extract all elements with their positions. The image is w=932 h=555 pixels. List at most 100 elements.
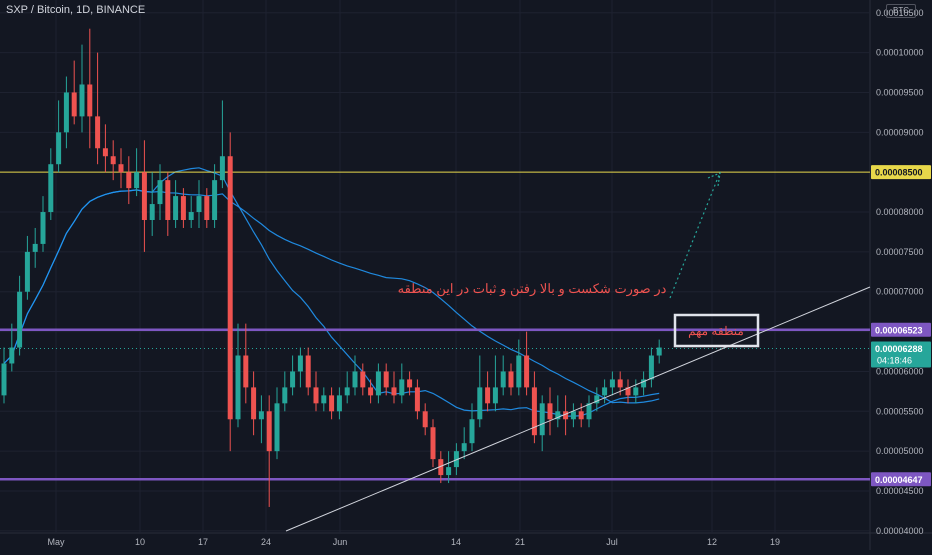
candle-up[interactable] — [235, 355, 241, 420]
candle-down[interactable] — [531, 387, 537, 436]
candle-up[interactable] — [56, 132, 62, 165]
candle-up[interactable] — [196, 196, 202, 213]
candle-down[interactable] — [243, 355, 249, 388]
candle-down[interactable] — [118, 164, 124, 173]
candle-down[interactable] — [407, 379, 413, 388]
candle-up[interactable] — [274, 403, 280, 452]
candle-up[interactable] — [461, 443, 467, 452]
candle-up[interactable] — [492, 387, 498, 404]
candle-up[interactable] — [633, 387, 639, 396]
candle-down[interactable] — [329, 395, 335, 412]
candle-up[interactable] — [453, 451, 459, 468]
candle-down[interactable] — [102, 148, 108, 157]
candle-down[interactable] — [204, 196, 210, 220]
candle-down[interactable] — [180, 196, 186, 220]
candle-down[interactable] — [95, 116, 101, 149]
candle-up[interactable] — [79, 84, 85, 117]
candle-up[interactable] — [399, 379, 405, 396]
important-zone-box[interactable] — [673, 313, 760, 348]
ascending-trendline[interactable] — [285, 286, 871, 532]
candle-down[interactable] — [617, 379, 623, 388]
candle-up[interactable] — [648, 355, 654, 380]
candle-up[interactable] — [32, 243, 38, 252]
candle-up[interactable] — [212, 180, 218, 220]
candle-up[interactable] — [219, 156, 225, 181]
candle-down[interactable] — [578, 411, 584, 420]
level-badge-target — [871, 165, 931, 180]
candle-down[interactable] — [165, 180, 171, 220]
candle-down[interactable] — [227, 156, 233, 420]
candle-up[interactable] — [609, 379, 615, 388]
candle-up[interactable] — [134, 172, 140, 189]
candle-up[interactable] — [555, 411, 561, 420]
candle-down[interactable] — [266, 411, 272, 452]
candle-up[interactable] — [602, 387, 608, 396]
candle-up[interactable] — [352, 371, 358, 388]
currency-badge[interactable]: BTC — [886, 4, 916, 18]
candle-up[interactable] — [40, 212, 46, 244]
candle-up[interactable] — [290, 371, 296, 388]
candle-up[interactable] — [656, 347, 662, 356]
candle-up[interactable] — [344, 387, 350, 396]
candle-up[interactable] — [48, 164, 54, 213]
candle-down[interactable] — [485, 387, 491, 404]
candle-down[interactable] — [141, 172, 147, 220]
candle-up[interactable] — [539, 403, 545, 436]
candle-up[interactable] — [157, 180, 163, 205]
candle-down[interactable] — [524, 355, 530, 388]
candle-up[interactable] — [173, 196, 179, 220]
drawings-layer[interactable]: منطقه مهم در صورت شکست و بالا رفتن و ثبا… — [285, 172, 871, 532]
candle-up[interactable] — [375, 371, 381, 396]
candle-down[interactable] — [547, 403, 553, 420]
candle-up[interactable] — [336, 395, 342, 412]
candle-up[interactable] — [469, 419, 475, 444]
breakout-annotation[interactable]: در صورت شکست و بالا رفتن و ثبات در این م… — [398, 281, 667, 297]
candle-down[interactable] — [391, 387, 397, 396]
candle-up[interactable] — [516, 355, 522, 388]
candle-up[interactable] — [594, 395, 600, 404]
last-price-badge — [871, 341, 931, 368]
candle-up[interactable] — [149, 204, 155, 220]
candle-up[interactable] — [297, 355, 303, 372]
candle-up[interactable] — [641, 379, 647, 388]
candle-up[interactable] — [9, 347, 15, 364]
candle-down[interactable] — [563, 411, 569, 420]
candle-up[interactable] — [321, 395, 327, 404]
candle-down[interactable] — [414, 387, 420, 412]
candle-up[interactable] — [586, 403, 592, 420]
candle-down[interactable] — [305, 355, 311, 388]
candle-down[interactable] — [110, 156, 116, 165]
price-tick-label: 0.00009000 — [876, 127, 924, 137]
candle-down[interactable] — [313, 387, 319, 404]
candle-down[interactable] — [508, 371, 514, 388]
candle-down[interactable] — [368, 387, 374, 396]
candle-down[interactable] — [71, 92, 77, 117]
candle-up[interactable] — [188, 212, 194, 220]
candle-down[interactable] — [87, 84, 93, 117]
candles-layer[interactable] — [1, 28, 662, 507]
level-badge-label: 0.00004647 — [875, 475, 923, 485]
time-tick-label: 24 — [261, 537, 271, 547]
candle-up[interactable] — [63, 92, 69, 133]
time-axis[interactable]: May 10 17 24 Jun 14 21 Jul 12 19 — [47, 537, 780, 547]
candle-down[interactable] — [422, 411, 428, 428]
candle-up[interactable] — [24, 251, 30, 292]
candle-up[interactable] — [446, 467, 452, 476]
candle-down[interactable] — [383, 371, 389, 388]
candle-down[interactable] — [251, 387, 257, 420]
candle-down[interactable] — [430, 427, 436, 460]
candle-up[interactable] — [1, 363, 7, 396]
candle-up[interactable] — [570, 411, 576, 420]
candle-down[interactable] — [360, 371, 366, 388]
projection-dotted-line[interactable] — [669, 174, 720, 299]
candle-up[interactable] — [17, 291, 23, 348]
candle-up[interactable] — [258, 411, 264, 420]
candle-up[interactable] — [477, 387, 483, 420]
candle-up[interactable] — [282, 387, 288, 404]
candle-down[interactable] — [126, 172, 132, 189]
candle-down[interactable] — [625, 387, 631, 396]
candle-up[interactable] — [500, 371, 506, 388]
candle-down[interactable] — [438, 459, 444, 476]
